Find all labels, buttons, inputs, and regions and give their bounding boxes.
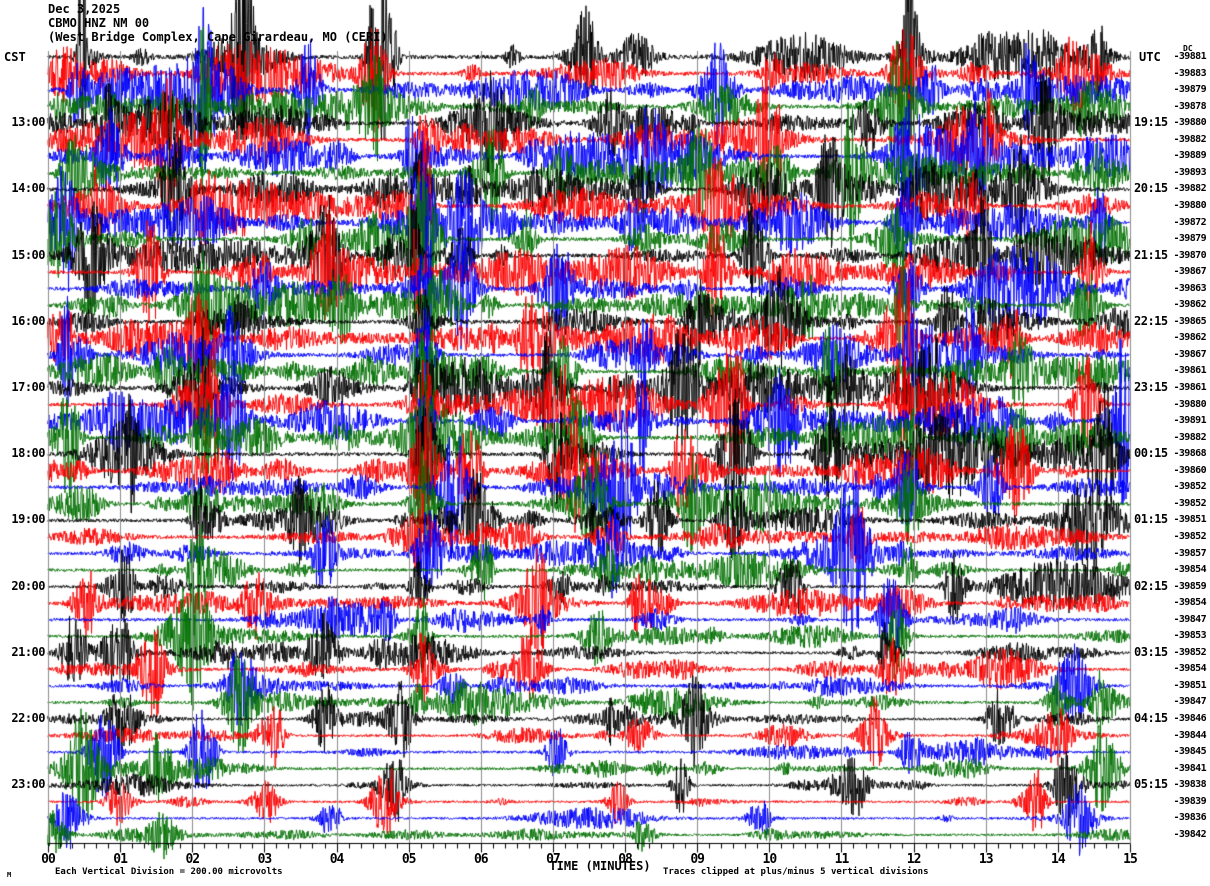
dc-offset-value: -39853 (1173, 630, 1206, 642)
x-tick-label: 04 (329, 852, 345, 867)
dc-offset-value: -39863 (1173, 282, 1206, 294)
dc-offset-value: -39889 (1173, 150, 1206, 162)
dc-offset-value: -39862 (1173, 332, 1206, 344)
left-hour-label: 18:00 (11, 446, 45, 461)
dc-offset-value: -39878 (1173, 100, 1206, 112)
dc-offset-value: -39847 (1173, 696, 1206, 708)
dc-offset-value: -39880 (1173, 398, 1206, 410)
left-hour-label: 13:00 (11, 115, 45, 130)
right-hour-label: 23:15 (1134, 380, 1168, 394)
left-hour-label: 23:00 (11, 777, 45, 792)
dc-offset-value: -39865 (1173, 315, 1206, 327)
dc-offset-value: -39879 (1173, 84, 1206, 96)
dc-offset-value: -39882 (1173, 133, 1206, 145)
dc-offset-value: -39867 (1173, 348, 1206, 360)
left-hour-label: 14:00 (11, 181, 45, 196)
x-tick-label: 05 (401, 852, 417, 867)
dc-offset-value: -39879 (1173, 233, 1206, 245)
right-hour-label: 21:15 (1134, 247, 1168, 262)
clip-note: Traces clipped at plus/minus 5 vertical … (663, 867, 929, 877)
dc-offset-value: -39868 (1173, 448, 1206, 460)
dc-offset-value: -39870 (1173, 249, 1206, 261)
dc-offset-value: -39880 (1173, 199, 1206, 211)
dc-offset-value: -39872 (1173, 216, 1206, 228)
dc-offset-value: -39893 (1173, 166, 1206, 178)
dc-offset-value: -39854 (1173, 564, 1206, 576)
x-tick-label: 13 (978, 852, 994, 867)
dc-offset-value: -39882 (1173, 431, 1206, 443)
dc-offset-value: -39842 (1173, 828, 1206, 840)
right-hour-label: 01:15 (1134, 512, 1168, 527)
dc-offset-value: -39854 (1173, 663, 1206, 675)
x-tick-label: 10 (762, 852, 778, 867)
right-hour-label: 00:15 (1134, 446, 1168, 461)
dc-offset-value: -39857 (1173, 547, 1206, 559)
x-tick-label: 03 (257, 852, 273, 867)
x-tick-label: 01 (113, 852, 128, 867)
dc-offset-value: -39836 (1173, 812, 1206, 824)
dc-offset-value: -39851 (1173, 679, 1206, 691)
x-tick-label: 08 (618, 852, 633, 867)
dc-offset-value: -39851 (1173, 514, 1206, 526)
title-date: Dec 3,2025 (48, 2, 121, 16)
dc-offset-value: -39839 (1173, 795, 1206, 807)
right-hour-label: 05:15 (1134, 777, 1168, 792)
dc-offset-value: -39846 (1173, 713, 1206, 724)
left-hour-label: 19:00 (11, 512, 45, 527)
dc-offset-value: -39880 (1173, 117, 1206, 129)
title-location: (West Bridge Complex, Cape Girardeau, MO… (48, 30, 388, 44)
dc-offset-value: -39844 (1173, 729, 1206, 741)
x-tick-label: 15 (1123, 852, 1138, 867)
dc-offset-value: -39861 (1173, 365, 1206, 377)
x-tick-label: 02 (185, 852, 200, 867)
dc-offset-value: -39867 (1173, 266, 1206, 278)
dc-offset-value: -39852 (1173, 481, 1206, 493)
right-hour-label: 22:15 (1134, 313, 1168, 328)
right-hour-label: 19:15 (1134, 115, 1168, 130)
dc-offset-value: -39841 (1173, 762, 1206, 774)
right-hour-label: 04:15 (1134, 711, 1168, 725)
vertical-division-note: Each Vertical Division = 200.00 microvol… (55, 867, 283, 877)
x-tick-label: 14 (1051, 852, 1066, 867)
dc-offset-value: -39862 (1173, 299, 1206, 311)
title-station: CBMO HNZ NM 00 (48, 16, 150, 30)
dc-offset-value: -39882 (1173, 183, 1206, 195)
corner-mark: M (7, 871, 12, 879)
right-hour-label: 20:15 (1134, 181, 1168, 196)
left-hour-label: 20:00 (11, 578, 45, 593)
x-tick-label: 09 (690, 852, 705, 867)
x-tick-label: 12 (906, 852, 922, 867)
x-tick-label: 00 (41, 852, 56, 867)
right-hour-label: 03:15 (1134, 644, 1168, 659)
left-hour-label: 15:00 (11, 247, 45, 262)
dc-offset-value: -39852 (1173, 530, 1206, 542)
dc-offset-header: DC (1183, 44, 1193, 53)
dc-offset-value: -39883 (1173, 67, 1206, 79)
dc-offset-value: -39860 (1173, 464, 1206, 476)
left-hour-label: 17:00 (11, 380, 45, 394)
right-timezone-label: UTC (1139, 50, 1161, 64)
dc-offset-value: -39852 (1173, 646, 1206, 658)
dc-offset-value: -39891 (1173, 415, 1206, 427)
left-hour-label: 16:00 (11, 313, 45, 328)
x-tick-label: 11 (834, 852, 850, 867)
right-hour-label: 02:15 (1134, 578, 1168, 593)
dc-offset-value: -39847 (1173, 613, 1206, 625)
left-hour-label: 21:00 (11, 644, 45, 659)
dc-offset-value: -39854 (1173, 597, 1206, 609)
dc-offset-value: -39838 (1173, 779, 1206, 791)
dc-offset-value: -39859 (1173, 580, 1206, 592)
dc-offset-value: -39881 (1173, 51, 1206, 62)
left-timezone-label: CST (4, 50, 26, 64)
x-tick-label: 06 (473, 852, 489, 867)
left-hour-label: 22:00 (11, 711, 45, 725)
x-axis-title: TIME (MINUTES) (549, 859, 651, 873)
dc-offset-value: -39861 (1173, 382, 1206, 393)
x-tick-label: 07 (546, 852, 561, 867)
dc-offset-value: -39852 (1173, 497, 1206, 509)
dc-offset-value: -39845 (1173, 746, 1206, 758)
